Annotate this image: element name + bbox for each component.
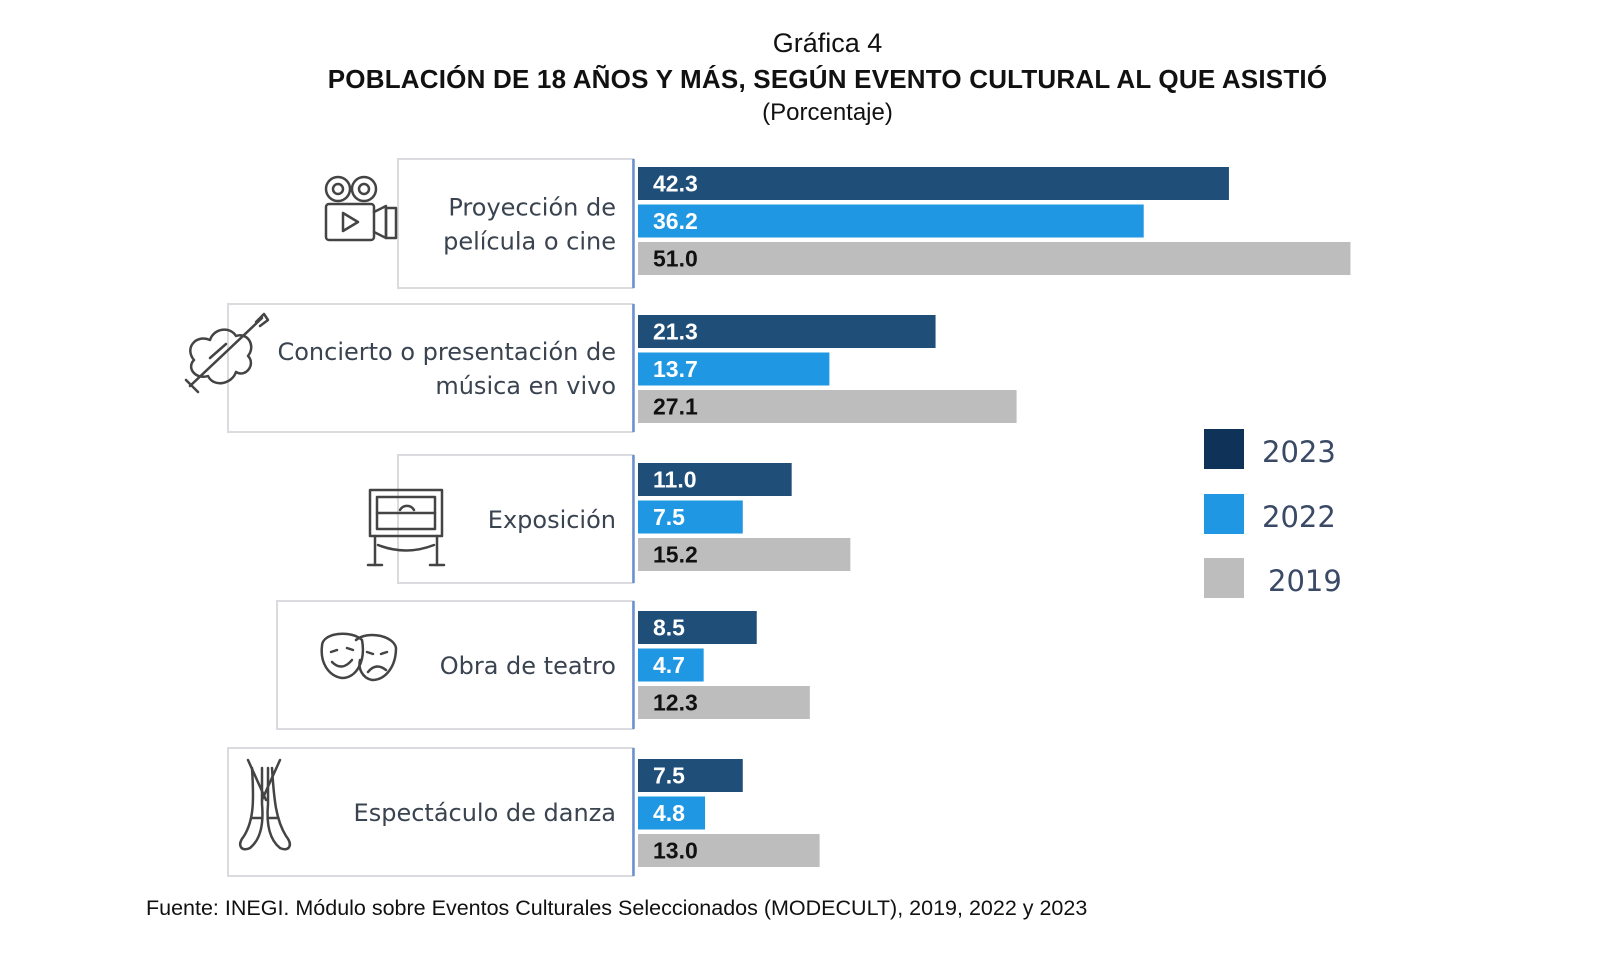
data-label-2023: 8.5 bbox=[653, 615, 685, 641]
category-label-line: Concierto o presentación de bbox=[277, 338, 616, 366]
data-label-2023: 7.5 bbox=[653, 763, 685, 789]
bar-2022 bbox=[638, 204, 1144, 238]
bar-2019 bbox=[638, 834, 820, 867]
legend-label: 2023 bbox=[1262, 435, 1336, 469]
data-label-2019: 12.3 bbox=[653, 690, 698, 716]
figure-label: Gráfica 4 bbox=[772, 28, 883, 58]
chart-title: POBLACIÓN DE 18 AÑOS Y MÁS, SEGÚN EVENTO… bbox=[327, 64, 1328, 94]
data-label-2022: 36.2 bbox=[653, 208, 698, 234]
category-label: Obra de teatro bbox=[440, 652, 616, 680]
bar-2022 bbox=[638, 796, 706, 830]
data-label-2022: 4.8 bbox=[653, 800, 685, 826]
category-box bbox=[227, 303, 634, 433]
category-label-line: música en vivo bbox=[435, 372, 616, 400]
painting-easel-icon bbox=[366, 488, 446, 567]
category-label-line: Exposición bbox=[488, 506, 616, 534]
bar-2023 bbox=[638, 611, 757, 644]
data-label-2019: 15.2 bbox=[653, 542, 698, 568]
bar-2019 bbox=[638, 242, 1351, 275]
bar-2022 bbox=[638, 352, 830, 386]
chart-units: (Porcentaje) bbox=[762, 99, 893, 126]
category-label: Proyección de película o cine bbox=[443, 194, 616, 256]
data-label-2022: 7.5 bbox=[653, 504, 685, 530]
data-label-2022: 13.7 bbox=[653, 356, 698, 382]
data-label-2019: 27.1 bbox=[653, 394, 698, 420]
category-label-line: película o cine bbox=[443, 228, 616, 256]
bar-2023 bbox=[638, 315, 936, 348]
data-label-2023: 21.3 bbox=[653, 319, 698, 345]
bar-2022 bbox=[638, 648, 704, 682]
data-label-2023: 42.3 bbox=[653, 171, 698, 197]
bar-2023 bbox=[638, 759, 743, 792]
data-label-2022: 4.7 bbox=[653, 652, 685, 678]
category-box bbox=[227, 747, 634, 877]
category-group: Obra de teatro 8.5 4.7 12.3 bbox=[276, 600, 810, 730]
legend-item-2023: 2023 bbox=[1204, 429, 1336, 469]
data-label-2019: 51.0 bbox=[653, 246, 698, 272]
category-group: Espectáculo de danza 7.5 4.8 13.0 bbox=[227, 747, 820, 877]
data-label-2023: 11.0 bbox=[653, 467, 697, 493]
category-label-line: Proyección de bbox=[448, 194, 616, 222]
category-group: Proyección de película o cine 42.3 36.2 51.0 bbox=[397, 158, 1351, 289]
legend-item-2019: 2019 bbox=[1204, 558, 1342, 598]
film-camera-icon bbox=[324, 175, 398, 242]
source-note: Fuente: INEGI. Módulo sobre Eventos Cult… bbox=[146, 896, 1088, 920]
category-label-line: Obra de teatro bbox=[440, 652, 616, 680]
category-label: Espectáculo de danza bbox=[354, 799, 616, 827]
category-group: Concierto o presentación de música en viv… bbox=[227, 303, 1017, 433]
bar-2023 bbox=[638, 167, 1229, 200]
bar-2019 bbox=[638, 538, 851, 571]
category-box bbox=[397, 158, 634, 289]
legend-item-2022: 2022 bbox=[1204, 494, 1336, 534]
category-label: Concierto o presentación de música en viv… bbox=[277, 338, 616, 400]
bar-2022 bbox=[638, 500, 743, 534]
bar-2019 bbox=[638, 686, 810, 719]
category-group: Exposición 11.0 7.5 15.2 bbox=[397, 454, 851, 584]
bar-2019 bbox=[638, 390, 1017, 423]
category-label-line: Espectáculo de danza bbox=[354, 799, 616, 827]
bar-2023 bbox=[638, 463, 792, 496]
ballet-shoes-icon bbox=[239, 758, 291, 851]
legend-swatch bbox=[1204, 558, 1244, 598]
legend-swatch bbox=[1204, 494, 1244, 534]
violin-icon bbox=[184, 312, 270, 394]
theater-masks-icon bbox=[320, 632, 398, 682]
bar-chart: Proyección de película o cine 42.3 36.2 51.0… bbox=[184, 158, 1351, 877]
legend-swatch bbox=[1204, 429, 1244, 469]
data-label-2019: 13.0 bbox=[653, 838, 698, 864]
legend-label: 2022 bbox=[1262, 500, 1336, 534]
legend-label: 2019 bbox=[1268, 564, 1342, 598]
chart-title-block: Gráfica 4 POBLACIÓN DE 18 AÑOS Y MÁS, SE… bbox=[0, 26, 1600, 128]
category-label: Exposición bbox=[488, 506, 616, 534]
